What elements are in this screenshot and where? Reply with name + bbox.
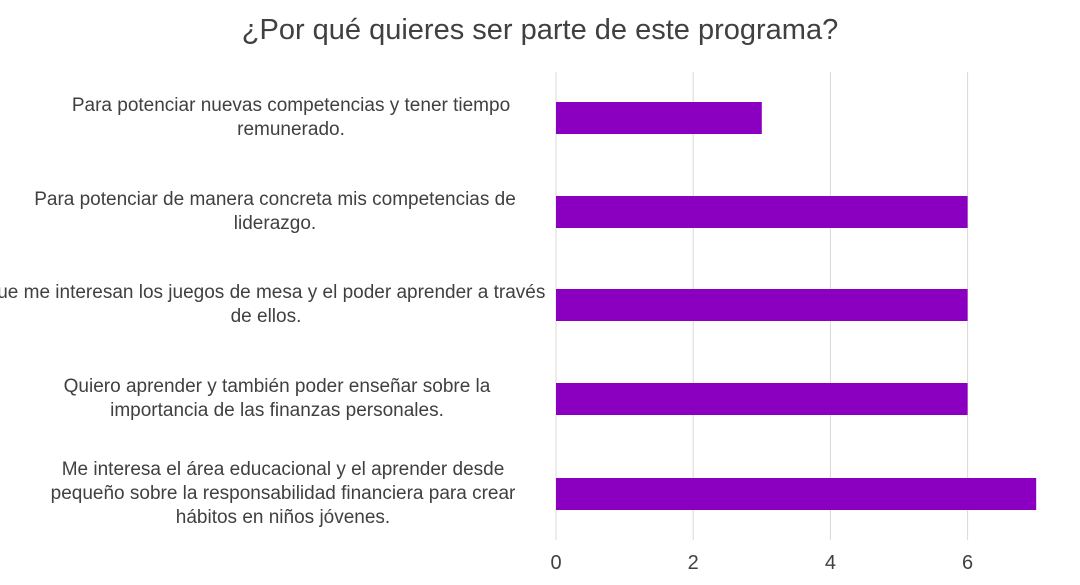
category-label: Para potenciar nuevas competencias y ten… <box>71 95 511 140</box>
bar <box>556 289 968 321</box>
chart-title: ¿Por qué quieres ser parte de este progr… <box>241 14 839 46</box>
category-label: que me interesan los juegos de mesa y el… <box>0 282 546 327</box>
bar <box>556 478 1037 510</box>
x-tick-label: 4 <box>824 552 836 574</box>
category-label: Quiero aprender y también poder enseñar … <box>63 376 491 421</box>
bar <box>556 383 968 415</box>
x-tick-label: 0 <box>550 552 562 574</box>
bar <box>556 196 968 228</box>
x-tick-label: 2 <box>687 552 699 574</box>
category-label: Para potenciar de manera concreta mis co… <box>34 189 516 234</box>
category-label: Me interesa el área educacional y el apr… <box>50 459 516 528</box>
x-tick-label: 6 <box>962 552 974 574</box>
bar <box>556 102 762 134</box>
